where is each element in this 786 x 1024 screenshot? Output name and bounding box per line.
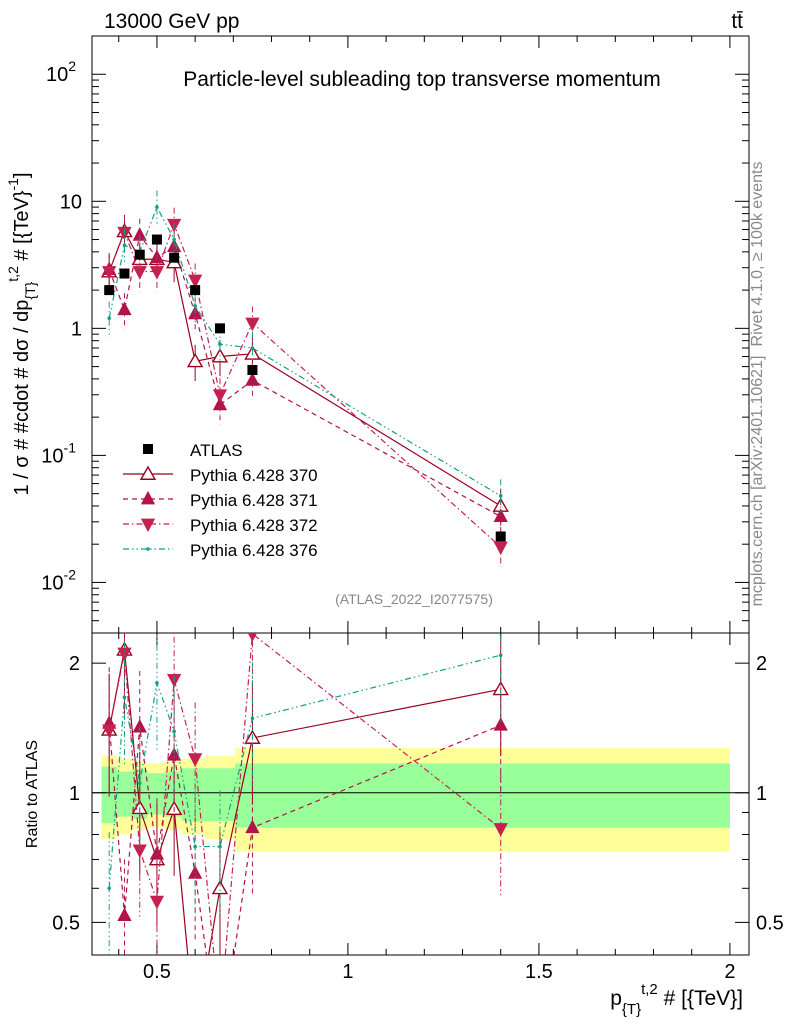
data-point-2 [134, 249, 145, 260]
ratio-point-2-8 [493, 823, 508, 837]
axes: 0.5 1 1.5 2 10-2 10-1 1 10 102 0.5 0.5 1 1 2 2 [41, 35, 784, 983]
mcplots-label: mcplots.cern.ch [arXiv:2401.10621] [749, 356, 766, 607]
main-plot-area [100, 190, 509, 567]
legend: ATLAS Pythia 6.428 370 Pythia 6.428 371 Pyt… [123, 441, 318, 560]
ratio-point-3-0 [107, 886, 111, 891]
series-point-3-5 [193, 304, 197, 308]
ratio-tick-label-left: 0.5 [52, 912, 80, 934]
legend-marker-1 [140, 490, 156, 505]
legend-label-1: Pythia 6.428 371 [190, 491, 318, 510]
svg-text:p{T}t,2 # [{TeV}]: p{T}t,2 # [{TeV}] [610, 981, 743, 1018]
y-tick-label: 10-2 [41, 566, 76, 594]
ratio-tick-label-right: 2 [756, 653, 767, 675]
y-tick-label: 10-1 [41, 439, 76, 467]
series-point-3-3 [155, 205, 159, 209]
ratio-point-1-8 [493, 717, 508, 731]
band-inner-3 [147, 773, 165, 815]
ratio-y-axis-label: Ratio to ATLAS [24, 740, 41, 848]
legend-label-2: Pythia 6.428 372 [190, 516, 318, 535]
ratio-point-2-1 [117, 647, 132, 662]
band-inner-7 [235, 763, 272, 828]
data-point-1 [119, 268, 130, 279]
legend-marker-data [143, 444, 153, 454]
ratio-point-2-6 [214, 1013, 227, 1024]
ratio-tick-label-right: 0.5 [756, 912, 784, 934]
x-tick-label: 0.5 [143, 961, 171, 983]
plot-title: Particle-level subleading top transverse… [183, 68, 660, 91]
ratio-plot-area [100, 633, 509, 1024]
data-point-8 [495, 531, 506, 542]
ratio-point-1-4 [166, 747, 182, 761]
series-point-2-5 [188, 274, 203, 289]
ratio-point-2-5 [188, 753, 203, 767]
data-point-4 [169, 252, 180, 263]
series-point-3-1 [122, 243, 127, 248]
series-point-2-2 [132, 266, 147, 280]
ratio-point-3-6 [218, 844, 222, 849]
legend-marker-3 [146, 547, 150, 551]
x-axis-label: p{T}t,2 # [{TeV}] [610, 981, 743, 1018]
y-tick-label: 10 [60, 191, 82, 213]
ratio-point-0-6 [211, 879, 229, 895]
y-tick-label: 1 [71, 318, 82, 340]
y-tick-label: 102 [46, 58, 76, 86]
ratio-point-2-3 [149, 895, 165, 910]
legend-marker-0 [139, 465, 157, 480]
series-point-2-7 [245, 317, 260, 332]
data-point-6 [214, 323, 225, 334]
series-point-3-8 [498, 494, 503, 498]
data-point-0 [104, 285, 115, 296]
ratio-point-3-8 [498, 653, 503, 657]
legend-marker-2 [140, 518, 156, 533]
series-point-2-0 [102, 266, 117, 280]
ratio-point-2-7 [247, 633, 258, 642]
series-point-0-5 [186, 352, 204, 368]
ratio-point-3-5 [193, 844, 197, 849]
band-inner-4 [164, 771, 182, 817]
series-point-1-1 [117, 301, 132, 316]
uncertainty-band [92, 748, 749, 852]
data-point-7 [247, 365, 258, 376]
ratio-point-3-2 [137, 781, 142, 785]
band-inner-1 [116, 771, 133, 817]
ratio-tick-label-left: 2 [69, 653, 80, 675]
x-tick-label: 2 [724, 961, 735, 983]
data-point-5 [190, 285, 201, 296]
process-label: tt̄ [731, 10, 743, 33]
legend-label-data: ATLAS [190, 441, 243, 460]
ratio-point-3-3 [155, 681, 159, 685]
series-line-0 [108, 229, 502, 507]
ratio-point-3-1 [122, 695, 127, 700]
x-tick-label: 1.5 [525, 961, 553, 983]
ratio-point-1-7 [245, 819, 260, 834]
ratio-point-3-7 [250, 716, 255, 721]
rivet-version-label: Rivet 4.1.0, ≥ 100k events [749, 162, 766, 347]
ratio-line-1 [108, 723, 501, 955]
ratio-point-3-4 [172, 729, 176, 734]
legend-label-0: Pythia 6.428 370 [190, 466, 318, 485]
svg-text:1 / σ # #cdot # dσ / dp{T}t,2: 1 / σ # #cdot # dσ / dp{T}t,2 # [{TeV}-1… [5, 172, 38, 495]
series-point-2-8 [493, 541, 508, 556]
series-point-2-3 [149, 266, 165, 280]
legend-label-3: Pythia 6.428 376 [190, 541, 318, 560]
series-point-3-6 [218, 342, 222, 347]
series-point-1-7 [245, 372, 260, 386]
y-axis-label: 1 / σ # #cdot # dσ / dp{T}t,2 # [{TeV}-1… [5, 172, 38, 495]
x-tick-label: 1 [342, 961, 353, 983]
ratio-point-1-1 [117, 907, 132, 921]
ratio-tick-label-left: 1 [69, 783, 80, 805]
ratio-plot-frame [91, 632, 750, 956]
series-point-3-4 [172, 237, 176, 242]
series-point-3-7 [250, 346, 255, 350]
series-point-3-0 [107, 316, 111, 321]
analysis-reference: (ATLAS_2022_I2077575) [335, 591, 493, 607]
ratio-point-2-2 [132, 844, 147, 858]
data-point-3 [151, 234, 162, 245]
energy-label: 13000 GeV pp [104, 10, 239, 33]
series-point-2-6 [212, 389, 228, 403]
ratio-point-2-0 [102, 724, 117, 738]
ratio-tick-label-right: 1 [756, 783, 767, 805]
